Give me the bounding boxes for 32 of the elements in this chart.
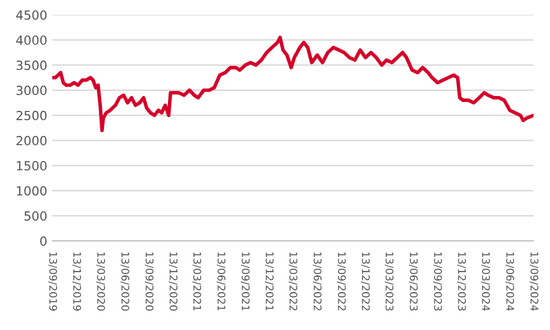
x-tick-label: 13/09/2023 [433, 252, 442, 311]
y-tick-label: 3500 [16, 60, 47, 70]
x-tick-label: 13/06/2022 [312, 252, 322, 310]
x-tick-label: 13/12/2021 [264, 252, 274, 310]
x-tick-label: 13/09/2019 [48, 252, 58, 311]
line-series [52, 36, 534, 132]
x-tick-label: 13/06/2021 [216, 252, 226, 310]
y-tick-label: 4000 [16, 35, 47, 45]
x-tick-label: 13/12/2020 [168, 252, 178, 311]
x-tick-label: 13/09/2021 [240, 252, 250, 310]
x-tick-label: 13/06/2020 [120, 252, 130, 311]
x-tick-label: 13/12/2022 [361, 252, 370, 310]
x-tick-label: 13/06/2024 [505, 252, 514, 311]
x-tick-label: 13/03/2023 [384, 252, 394, 311]
x-tick-label: 13/06/2023 [409, 252, 418, 311]
y-tick-label: 4500 [16, 10, 47, 20]
y-tick-label: 0 [40, 236, 47, 246]
x-tick-label: 13/03/2020 [96, 252, 106, 311]
x-tick-label: 13/03/2024 [481, 252, 490, 311]
x-tick-label: 13/09/2020 [144, 252, 154, 311]
y-tick-label: 2500 [16, 110, 47, 120]
x-tick-label: 13/12/2023 [457, 252, 466, 311]
y-tick-label: 3000 [16, 86, 47, 96]
y-tick-label: 1000 [16, 186, 47, 196]
y-tick-label: 2000 [16, 136, 47, 146]
x-tick-label: 13/03/2022 [288, 252, 298, 310]
x-tick-label: 13/09/2024 [530, 252, 538, 311]
x-tick-label: 13/09/2022 [337, 252, 346, 310]
y-tick-label: 1500 [16, 161, 47, 170]
x-tick-label: 13/03/2021 [192, 252, 202, 310]
x-tick-label: 13/12/2019 [72, 252, 82, 311]
y-tick-label: 500 [24, 211, 47, 221]
